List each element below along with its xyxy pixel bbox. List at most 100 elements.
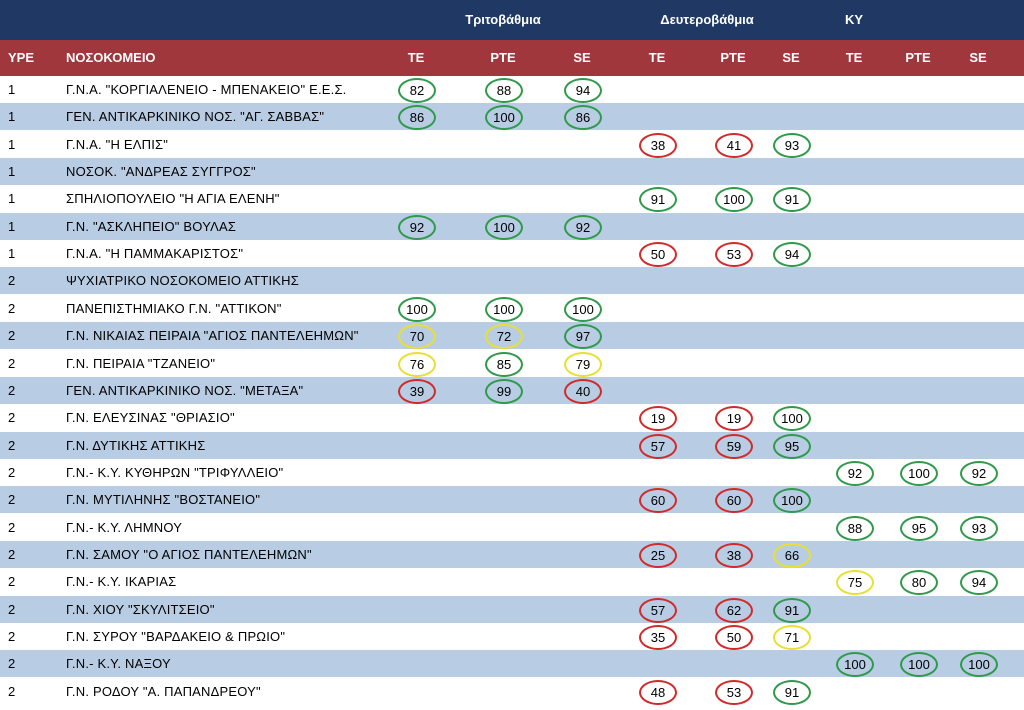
score-cell: 62 [715, 597, 753, 623]
score-cell: 100 [715, 187, 753, 213]
ype-cell: 1 [8, 109, 16, 125]
score-cell: 38 [639, 132, 677, 158]
score-cell: 66 [773, 542, 811, 568]
ype-cell: 1 [8, 246, 16, 262]
score-cell: 79 [564, 351, 602, 377]
score-cell: 39 [398, 378, 436, 404]
ype-cell: 2 [8, 683, 16, 699]
score-cell: 92 [960, 460, 998, 486]
hospital-name-cell: Γ.Ν. ΡΟΔΟΥ "Α. ΠΑΠΑΝΔΡΕΟΥ" [66, 683, 261, 699]
col-header-ky-te: ΤΕ [845, 50, 863, 65]
hospital-name-cell: Γ.Ν. ΜΥΤΙΛΗΝΗΣ "ΒΟΣΤΑΝΕΙΟ" [66, 492, 261, 508]
score-cell: 100 [485, 105, 523, 131]
col-header-secondary-te: ΤΕ [648, 50, 666, 65]
score-cell: 100 [564, 296, 602, 322]
hospital-name-cell: ΓΕΝ. ΑΝΤΙΚΑΡΚΙΝΙΚΟ ΝΟΣ. "ΑΓ. ΣΑΒΒΑΣ" [66, 109, 325, 125]
score-cell: 99 [485, 378, 523, 404]
ype-cell: 1 [8, 82, 16, 97]
ype-cell: 2 [8, 519, 16, 535]
score-cell: 92 [836, 460, 874, 486]
hospital-name-cell: Γ.Ν.Α. "Η ΕΛΠΙΣ" [66, 136, 169, 152]
ype-cell: 1 [8, 164, 16, 180]
score-cell: 82 [398, 78, 436, 103]
ype-cell: 2 [8, 601, 16, 617]
score-cell: 88 [485, 78, 523, 103]
score-cell: 53 [715, 242, 753, 268]
table-row: 1 ΣΠΗΛΙΟΠΟΥΛΕΙΟ "Η ΑΓΙΑ ΕΛΕΝΗ" 91 100 91 [0, 185, 1024, 213]
col-header-tertiary-te: ΤΕ [407, 50, 425, 65]
table-row: 2 Γ.Ν. ΡΟΔΟΥ "Α. ΠΑΠΑΝΔΡΕΟΥ" 48 53 91 [0, 678, 1024, 705]
score-cell: 76 [398, 351, 436, 377]
hospital-name-cell: Γ.Ν. ΔΥΤΙΚΗΣ ΑΤΤΙΚΗΣ [66, 437, 206, 453]
score-cell: 60 [639, 488, 677, 514]
hospital-name-cell: Γ.Ν.- Κ.Υ. ΛΗΜΝΟΥ [66, 519, 183, 535]
table-row: 2 ΠΑΝΕΠΙΣΤΗΜΙΑΚΟ Γ.Ν. "ΑΤΤΙΚΟΝ" 100 100 100 [0, 295, 1024, 322]
score-cell: 95 [900, 515, 938, 541]
score-cell: 57 [639, 597, 677, 623]
score-cell: 19 [715, 406, 753, 432]
score-cell: 100 [900, 652, 938, 678]
ype-cell: 2 [8, 437, 16, 453]
score-cell: 57 [639, 433, 677, 459]
score-cell: 100 [485, 296, 523, 322]
ype-cell: 1 [8, 136, 16, 152]
ype-cell: 2 [8, 492, 16, 508]
col-header-secondary-pte: ΡΤΕ [720, 50, 746, 65]
hospital-name-cell: ΓΕΝ. ΑΝΤΙΚΑΡΚΙΝΙΚΟ ΝΟΣ. "ΜΕΤΑΞΑ" [66, 382, 304, 398]
hospital-name-cell: ΣΠΗΛΙΟΠΟΥΛΕΙΟ "Η ΑΓΙΑ ΕΛΕΝΗ" [66, 191, 280, 207]
score-cell: 50 [639, 242, 677, 268]
hospital-name-cell: Γ.Ν.- Κ.Υ. ΚΥΘΗΡΩΝ "ΤΡΙΦΥΛΛΕΙΟ" [66, 464, 284, 480]
score-cell: 97 [564, 324, 602, 350]
hospital-name-cell: ΠΑΝΕΠΙΣΤΗΜΙΑΚΟ Γ.Ν. "ΑΤΤΙΚΟΝ" [66, 300, 282, 316]
col-header-tertiary-se: SE [573, 50, 591, 65]
table-row: 2 Γ.Ν. ΔΥΤΙΚΗΣ ΑΤΤΙΚΗΣ 57 59 95 [0, 431, 1024, 459]
score-cell: 50 [715, 625, 753, 650]
hospital-name-cell: Γ.Ν. ΣΑΜΟΥ "Ο ΑΓΙΟΣ ΠΑΝΤΕΛΕΗΜΩΝ" [66, 546, 312, 562]
table-row: 2 Γ.Ν.- Κ.Υ. ΚΥΘΗΡΩΝ "ΤΡΙΦΥΛΛΕΙΟ" 92 100 92 [0, 459, 1024, 486]
score-cell: 92 [564, 214, 602, 240]
score-cell: 60 [715, 488, 753, 514]
table-row: 2 ΨΥΧΙΑΤΡΙΚΟ ΝΟΣΟΚΟΜΕΙΟ ΑΤΤΙΚΗΣ [0, 267, 1024, 295]
table-row: 2 Γ.Ν. ΠΕΙΡΑΙΑ "ΤΖΑΝΕΙΟ" 76 85 79 [0, 350, 1024, 377]
score-cell: 100 [485, 214, 523, 240]
ype-cell: 2 [8, 546, 16, 562]
score-cell: 72 [485, 324, 523, 350]
ype-cell: 2 [8, 382, 16, 398]
score-cell: 91 [773, 597, 811, 623]
score-cell: 40 [564, 378, 602, 404]
hospital-name-cell: Γ.Ν.Α. "ΚΟΡΓΙΑΛΕΝΕΙΟ - ΜΠΕΝΑΚΕΙΟ" Ε.Ε.Σ. [66, 82, 347, 97]
score-cell: 91 [639, 187, 677, 213]
ype-cell: 2 [8, 328, 16, 344]
score-cell: 80 [900, 570, 938, 596]
score-cell: 41 [715, 132, 753, 158]
group-header-bar: Τριτοβάθμια Δευτεροβάθμια ΚΥ [0, 0, 1024, 40]
score-cell: 100 [773, 406, 811, 432]
ype-cell: 1 [8, 218, 16, 234]
ype-cell: 2 [8, 355, 16, 371]
hospital-name-cell: Γ.Ν. ΧΙΟΥ "ΣΚΥΛΙΤΣΕΙΟ" [66, 601, 215, 617]
col-header-hospital: ΝΟΣΟΚΟΜΕΙΟ [66, 50, 156, 65]
table-row: 2 ΓΕΝ. ΑΝΤΙΚΑΡΚΙΝΙΚΟ ΝΟΣ. "ΜΕΤΑΞΑ" 39 99 40 [0, 376, 1024, 404]
table-row: 2 Γ.Ν.- Κ.Υ. ΝΑΞΟΥ 100 100 100 [0, 650, 1024, 678]
score-cell: 19 [639, 406, 677, 432]
table-row: 2 Γ.Ν.- Κ.Υ. ΛΗΜΝΟΥ 88 95 93 [0, 514, 1024, 541]
table-row: 1 Γ.Ν.Α. "Η ΠΑΜΜΑΚΑΡΙΣΤΟΣ" 50 53 94 [0, 240, 1024, 268]
hospital-name-cell: Γ.Ν. "ΑΣΚΛΗΠΕΙΟ" ΒΟΥΛΑΣ [66, 218, 237, 234]
hospital-name-cell: Γ.Ν. ΝΙΚΑΙΑΣ ΠΕΙΡΑΙΑ "ΑΓΙΟΣ ΠΑΝΤΕΛΕΗΜΩΝ" [66, 328, 359, 344]
hospital-name-cell: Γ.Ν.- Κ.Υ. ΝΑΞΟΥ [66, 656, 171, 672]
hospital-name-cell: ΝΟΣΟΚ. "ΑΝΔΡΕΑΣ ΣΥΓΓΡΟΣ" [66, 164, 256, 180]
hospital-name-cell: Γ.Ν.Α. "Η ΠΑΜΜΑΚΑΡΙΣΤΟΣ" [66, 246, 244, 262]
score-cell: 48 [639, 679, 677, 705]
score-cell: 53 [715, 679, 753, 705]
group-label-tertiary: Τριτοβάθμια [465, 12, 541, 27]
table-row: 1 Γ.Ν. "ΑΣΚΛΗΠΕΙΟ" ΒΟΥΛΑΣ 92 100 92 [0, 212, 1024, 240]
score-cell: 92 [398, 214, 436, 240]
column-header-bar: ΥΡΕ ΝΟΣΟΚΟΜΕΙΟ ΤΕ ΡΤΕ SE ΤΕ ΡΤΕ SE ΤΕ ΡΤ… [0, 40, 1024, 76]
table-row: 2 Γ.Ν. ΧΙΟΥ "ΣΚΥΛΙΤΣΕΙΟ" 57 62 91 [0, 595, 1024, 623]
table-row: 1 ΓΕΝ. ΑΝΤΙΚΑΡΚΙΝΙΚΟ ΝΟΣ. "ΑΓ. ΣΑΒΒΑΣ" 86 1… [0, 103, 1024, 131]
group-label-ky: ΚΥ [844, 12, 864, 27]
table-row: 2 Γ.Ν. ΣΑΜΟΥ "Ο ΑΓΙΟΣ ΠΑΝΤΕΛΕΗΜΩΝ" 25 38 66 [0, 540, 1024, 568]
table-row: 2 Γ.Ν. ΕΛΕΥΣΙΝΑΣ "ΘΡΙΑΣΙΟ" 19 19 100 [0, 404, 1024, 432]
score-cell: 100 [398, 296, 436, 322]
col-header-ky-se: SE [969, 50, 987, 65]
